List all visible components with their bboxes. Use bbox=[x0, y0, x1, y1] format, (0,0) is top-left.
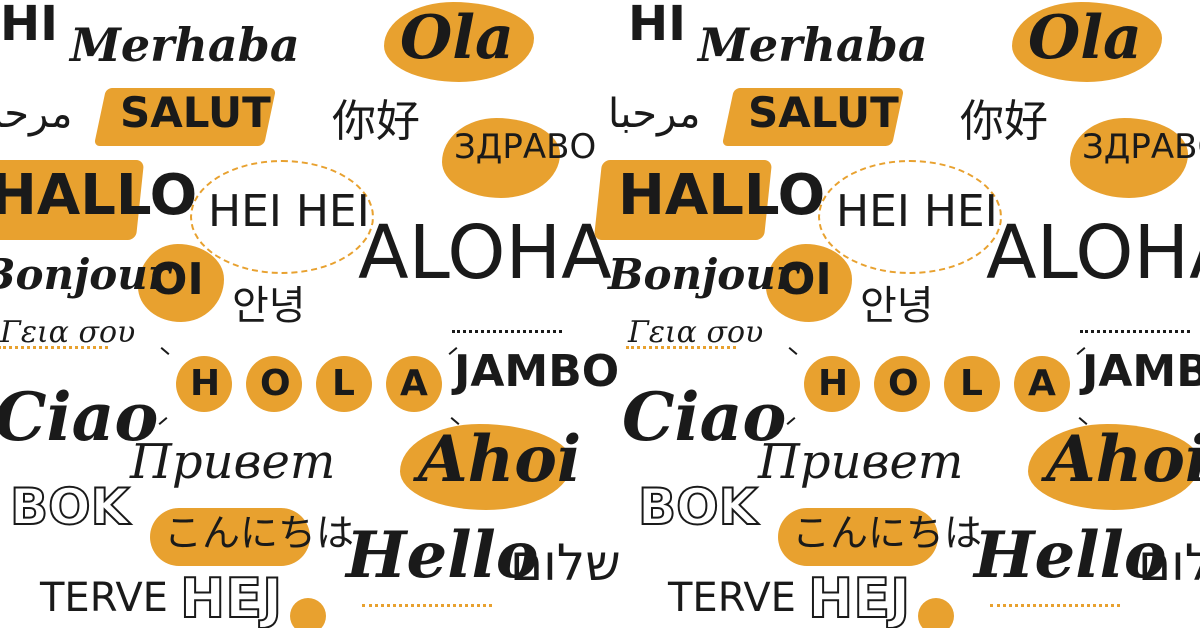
hallo-text: HALLO bbox=[0, 163, 198, 228]
hola-circle bbox=[1014, 356, 1070, 412]
terve-text: TERVE bbox=[668, 575, 796, 621]
chinese-text: 你好 bbox=[332, 96, 420, 147]
arabic-text: مرحبا bbox=[608, 91, 701, 137]
aloha-text: ALOHA bbox=[358, 210, 612, 296]
bonjour-text: Bonjour bbox=[0, 250, 170, 299]
merhaba-text: Merhaba bbox=[698, 18, 928, 72]
ola-bubble bbox=[1012, 2, 1162, 82]
hola-h: H bbox=[818, 363, 849, 404]
zdravo-bubble bbox=[1070, 118, 1188, 198]
salut-text: SALUT bbox=[748, 88, 899, 137]
merhaba-text: Merhaba bbox=[70, 18, 300, 72]
greek-text: Γεια σου bbox=[0, 315, 136, 350]
hola-h: H bbox=[190, 363, 221, 404]
bok-text: BOK bbox=[9, 478, 130, 536]
hola-circle bbox=[874, 356, 930, 412]
jambo-text: JAMBO bbox=[454, 346, 620, 397]
hola-circle bbox=[386, 356, 442, 412]
hola-ray bbox=[158, 417, 168, 425]
ahoi-bubble bbox=[400, 424, 572, 510]
hola-ray bbox=[786, 417, 796, 425]
hola-a: A bbox=[400, 363, 428, 404]
japanese-text: こんにちは bbox=[792, 511, 983, 555]
japanese-text: こんにちは bbox=[164, 511, 355, 555]
arabic-text: مرحبا bbox=[0, 91, 73, 137]
hej-text: HEJ bbox=[807, 567, 911, 628]
hebrew-text: שלום bbox=[1138, 534, 1200, 592]
oi-text: OI bbox=[150, 254, 204, 305]
hola-o: O bbox=[260, 363, 291, 404]
hola-o: O bbox=[888, 363, 919, 404]
privet-text: Привет bbox=[130, 434, 336, 490]
hola-circle bbox=[246, 356, 302, 412]
hola-circle bbox=[316, 356, 372, 412]
oi-bubble bbox=[766, 244, 852, 322]
hei-hei-text: HEI HEI bbox=[836, 186, 998, 237]
chinese-text: 你好 bbox=[960, 96, 1048, 147]
dotted-rule bbox=[0, 346, 108, 349]
hallo-text: HALLO bbox=[618, 163, 826, 228]
korean-text: 안녕 bbox=[860, 283, 934, 329]
dotted-rule bbox=[990, 604, 1120, 607]
ola-text: Ola bbox=[1028, 3, 1142, 73]
oi-bubble bbox=[138, 244, 224, 322]
hei-hei-dashed-cloud bbox=[818, 160, 1002, 274]
hebrew-text: שלום bbox=[510, 534, 621, 592]
japanese-banner bbox=[150, 508, 310, 566]
privet-text: Привет bbox=[758, 434, 964, 490]
zdravo-text: ЗДРАВО bbox=[454, 127, 597, 167]
hej-text: HEJ bbox=[179, 567, 283, 628]
aloha-text: ALOHA bbox=[986, 210, 1200, 296]
hola-l: L bbox=[332, 363, 355, 404]
hi-text: HI bbox=[628, 0, 687, 52]
hola-circle bbox=[944, 356, 1000, 412]
hola-circle bbox=[804, 356, 860, 412]
pattern-tile-right: Merhaba Ola HI SALUT مرحبا 你好 ЗДРАВО HAL… bbox=[593, 0, 1200, 628]
dotted-rule bbox=[1080, 330, 1190, 333]
zdravo-bubble bbox=[442, 118, 560, 198]
dotted-rule bbox=[362, 604, 492, 607]
japanese-banner bbox=[778, 508, 938, 566]
ciao-text: Ciao bbox=[0, 378, 159, 456]
dotted-rule bbox=[626, 346, 736, 349]
pattern-tile-left: Merhaba Ola HI SALUT مرحبا 你好 ЗДРАВО HAL… bbox=[0, 0, 621, 628]
hi-text: HI bbox=[0, 0, 59, 52]
jambo-text: JAMBO bbox=[1082, 346, 1200, 397]
bok-text: BOK bbox=[637, 478, 758, 536]
ola-bubble bbox=[384, 2, 534, 82]
dotted-rule bbox=[452, 330, 562, 333]
terve-text: TERVE bbox=[40, 575, 168, 621]
hola-l: L bbox=[960, 363, 983, 404]
hola-ray bbox=[788, 347, 798, 355]
hello-text: Hello bbox=[346, 518, 539, 593]
ciao-text: Ciao bbox=[622, 378, 787, 456]
salut-text: SALUT bbox=[120, 88, 271, 137]
ahoi-text: Ahoi bbox=[418, 422, 582, 497]
hello-text: Hello bbox=[974, 518, 1167, 593]
oi-text: OI bbox=[778, 254, 832, 305]
hola-ray bbox=[160, 347, 170, 355]
accent-dot bbox=[918, 598, 954, 628]
greek-text: Γεια σου bbox=[628, 315, 764, 350]
hola-a: A bbox=[1028, 363, 1056, 404]
zdravo-text: ЗДРАВО bbox=[1082, 127, 1200, 167]
hei-hei-dashed-cloud bbox=[190, 160, 374, 274]
ahoi-text: Ahoi bbox=[1046, 422, 1200, 497]
bonjour-text: Bonjour bbox=[608, 250, 798, 299]
ola-text: Ola bbox=[400, 3, 514, 73]
accent-dot bbox=[290, 598, 326, 628]
hola-circle bbox=[176, 356, 232, 412]
korean-text: 안녕 bbox=[232, 283, 306, 329]
hei-hei-text: HEI HEI bbox=[208, 186, 370, 237]
ahoi-bubble bbox=[1028, 424, 1200, 510]
